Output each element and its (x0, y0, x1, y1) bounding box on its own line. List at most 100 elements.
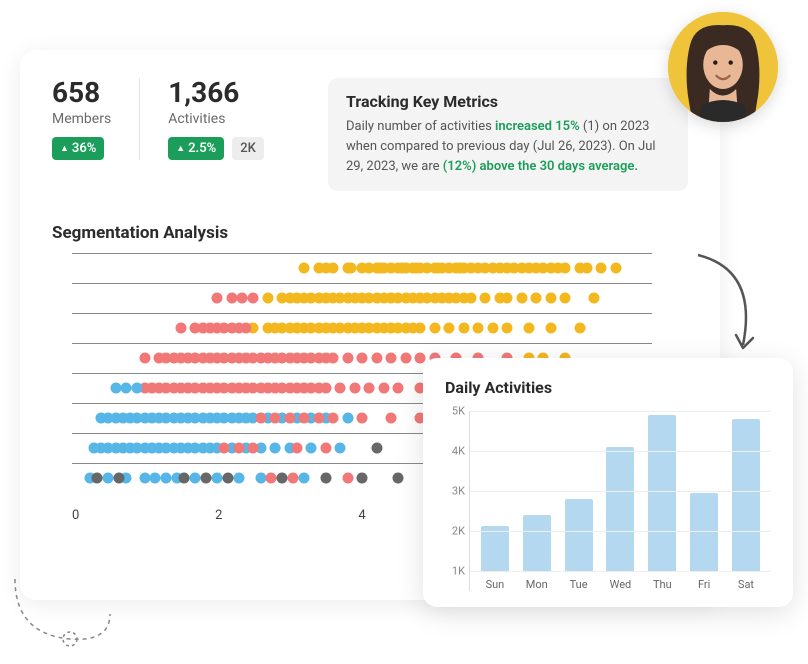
scatter-dot (262, 293, 273, 304)
scatter-dot (226, 293, 237, 304)
scatter-dot (393, 473, 404, 484)
scatter-dot (150, 473, 161, 484)
scatter-dot (248, 293, 259, 304)
scatter-dot (233, 443, 244, 454)
scatter-dot (357, 473, 368, 484)
bar-xtick-label: Sat (732, 578, 760, 591)
bar-plot-area: SunMonTueWedThuFriSat (469, 411, 771, 591)
scatter-dot (589, 293, 600, 304)
scatter-dot (328, 413, 339, 424)
members-value: 658 (52, 78, 111, 109)
scatter-dot (190, 473, 201, 484)
scatter-dot (161, 473, 172, 484)
scatter-dot (110, 383, 121, 394)
bar-xtick-label: Wed (606, 578, 634, 591)
scatter-dot (248, 443, 259, 454)
bar-xtick-label: Mon (523, 578, 551, 591)
daily-activities-card: Daily Activities 5K4K3K2K1K SunMonTueWed… (423, 358, 793, 607)
members-label: Members (52, 111, 111, 127)
daily-title: Daily Activities (445, 378, 771, 397)
scatter-dot (346, 263, 357, 274)
scatter-dot (132, 383, 143, 394)
scatter-dot (114, 473, 125, 484)
xtick-label: 2 (215, 508, 222, 523)
scatter-dot (277, 473, 288, 484)
scatter-dot (284, 413, 295, 424)
scatter-dot (320, 443, 331, 454)
bar-xtick-label: Thu (648, 578, 676, 591)
scatter-dot (560, 293, 571, 304)
scatter-dot (320, 383, 331, 394)
ytick-label: 1K (452, 565, 465, 578)
scatter-dot (342, 353, 353, 364)
scatter-dot (371, 353, 382, 364)
scatter-dot (581, 263, 592, 274)
scatter-dot (473, 323, 484, 334)
scatter-dot (364, 383, 375, 394)
scatter-dot (299, 413, 310, 424)
members-stat: 658 Members 36% (52, 78, 139, 160)
segmentation-title: Segmentation Analysis (52, 223, 688, 243)
metrics-highlight-1: increased 15% (495, 119, 580, 134)
scatter-dot (241, 323, 252, 334)
scatter-dot (386, 353, 397, 364)
scatter-dot (596, 263, 607, 274)
scatter-dot (266, 473, 277, 484)
scatter-dot (270, 413, 281, 424)
scatter-dot (299, 473, 310, 484)
scatter-dot (335, 383, 346, 394)
scatter-dot (335, 443, 346, 454)
activities-delta-badge: 2.5% (168, 137, 224, 160)
scatter-dot (349, 383, 360, 394)
metrics-highlight-2: (12%) above the 30 days average. (443, 159, 638, 174)
metrics-title: Tracking Key Metrics (346, 92, 670, 111)
scatter-dot (328, 353, 339, 364)
bar-xtick-label: Fri (690, 578, 718, 591)
members-delta-badge: 36% (52, 137, 104, 160)
scatter-dot (237, 293, 248, 304)
scatter-dot (415, 323, 426, 334)
dotted-decoration (10, 574, 130, 654)
scatter-dot (179, 473, 190, 484)
stats-row: 658 Members 36% 1,366 Activities 2.5% 2K… (52, 78, 688, 191)
scatter-dot (465, 293, 476, 304)
scatter-dot (139, 353, 150, 364)
scatter-dot (219, 443, 230, 454)
scatter-dot (255, 413, 266, 424)
scatter-dot (444, 323, 455, 334)
bar (690, 493, 718, 571)
ytick-label: 4K (452, 445, 465, 458)
bar-xtick-label: Tue (565, 578, 593, 591)
xtick-label: 0 (72, 508, 79, 523)
scatter-dot (270, 443, 281, 454)
scatter-dot (222, 473, 233, 484)
scatter-dot (545, 323, 556, 334)
scatter-dot (531, 293, 542, 304)
scatter-dot (288, 473, 299, 484)
scatter-dot (545, 293, 556, 304)
bar-xaxis: SunMonTueWedThuFriSat (470, 578, 771, 591)
activities-label: Activities (168, 111, 264, 127)
activities-stat: 1,366 Activities 2.5% 2K (139, 78, 292, 160)
bar (732, 419, 760, 571)
scatter-dot (378, 383, 389, 394)
scatter-dot (502, 293, 513, 304)
scatter-dot (371, 443, 382, 454)
scatter-dot (320, 473, 331, 484)
bar (565, 499, 593, 571)
scatter-dot (306, 443, 317, 454)
scatter-dot (328, 263, 339, 274)
xtick-label: 4 (358, 508, 365, 523)
metrics-box: Tracking Key Metrics Daily number of act… (328, 78, 688, 191)
scatter-dot (610, 263, 621, 274)
user-avatar[interactable] (668, 12, 778, 122)
scatter-dot (212, 293, 223, 304)
bar (648, 415, 676, 571)
bar (523, 515, 551, 571)
scatter-dot (103, 473, 114, 484)
scatter-dot (201, 473, 212, 484)
scatter-dot (480, 293, 491, 304)
scatter-dot (342, 473, 353, 484)
scatter-dot (415, 353, 426, 364)
scatter-dot (560, 263, 571, 274)
